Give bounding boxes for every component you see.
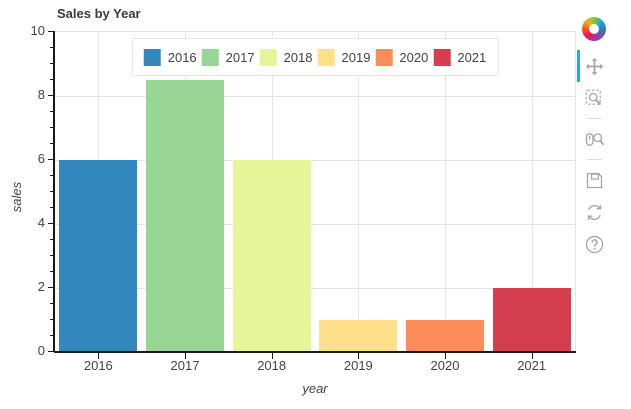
legend-label: 2020 — [399, 49, 429, 65]
plot-area[interactable] — [55, 31, 576, 352]
gridline-vertical — [445, 32, 446, 352]
save-icon — [586, 172, 602, 188]
bar-2020 — [406, 320, 484, 352]
legend-item-2020: 2020 — [375, 48, 429, 66]
gridline-horizontal — [55, 288, 575, 289]
y-major-tick — [48, 95, 54, 96]
y-major-tick — [48, 223, 54, 224]
gridline-horizontal — [55, 96, 575, 97]
y-tick-label: 2 — [37, 279, 45, 294]
legend-swatch-2020 — [375, 48, 393, 66]
bar-2019 — [319, 320, 398, 352]
legend: 2016 2017 2018 2019 2020 2021 — [131, 38, 499, 76]
x-axis-title: year — [302, 381, 328, 396]
wheel-zoom-icon — [585, 132, 604, 146]
legend-swatch-2017 — [201, 48, 219, 66]
y-minor-tick — [50, 319, 54, 320]
y-tick-label: 6 — [37, 151, 45, 166]
y-minor-tick — [50, 207, 54, 208]
bokeh-logo[interactable] — [582, 17, 606, 41]
x-tick-label: 2020 — [430, 358, 460, 373]
gridline-horizontal — [55, 224, 575, 225]
y-minor-tick — [50, 111, 54, 112]
y-axis-line — [53, 31, 55, 352]
legend-swatch-2019 — [317, 48, 335, 66]
gridline-vertical — [358, 32, 360, 352]
y-minor-tick — [50, 303, 54, 304]
toolbar-separator — [586, 159, 602, 160]
pan-icon — [585, 57, 603, 75]
legend-item-2019: 2019 — [317, 48, 371, 66]
bar-2021 — [492, 288, 571, 352]
toolbar-separator — [586, 118, 602, 119]
box-zoom-button[interactable] — [581, 85, 607, 111]
x-tick-label: 2016 — [83, 358, 113, 373]
pan-button[interactable] — [577, 50, 607, 82]
wheel-zoom-button[interactable] — [581, 126, 607, 152]
legend-label: 2017 — [225, 49, 255, 65]
box-zoom-icon — [585, 89, 601, 105]
y-minor-tick — [50, 255, 54, 256]
reset-icon — [587, 204, 601, 220]
y-minor-tick — [50, 271, 54, 272]
x-tick-label: 2019 — [343, 358, 373, 373]
legend-item-2018: 2018 — [259, 48, 313, 66]
bar-2016 — [59, 160, 138, 352]
save-button[interactable] — [581, 167, 607, 193]
legend-item-2016: 2016 — [143, 48, 197, 66]
legend-swatch-2018 — [259, 48, 277, 66]
legend-item-2017: 2017 — [201, 48, 255, 66]
bar-2017 — [146, 80, 224, 352]
x-tick-label: 2017 — [170, 358, 200, 373]
y-minor-tick — [50, 143, 54, 144]
x-major-tick — [185, 353, 186, 359]
y-minor-tick — [50, 239, 54, 240]
legend-label: 2021 — [457, 49, 487, 65]
toolbar — [577, 17, 609, 260]
y-minor-tick — [50, 63, 54, 64]
y-major-tick — [48, 351, 54, 352]
y-major-tick — [48, 287, 54, 288]
y-minor-tick — [50, 175, 54, 176]
y-tick-label: 8 — [37, 87, 45, 102]
chart-title: Sales by Year — [57, 6, 141, 21]
x-major-tick — [531, 353, 533, 359]
legend-swatch-2016 — [143, 48, 161, 66]
y-minor-tick — [50, 79, 54, 80]
y-tick-label: 10 — [30, 23, 45, 38]
y-minor-tick — [50, 335, 54, 336]
gridline-vertical — [531, 32, 533, 352]
y-major-tick — [48, 159, 54, 160]
y-tick-label: 4 — [37, 215, 45, 230]
y-major-tick — [48, 31, 54, 32]
y-minor-tick — [50, 47, 54, 48]
bar-2018 — [232, 160, 311, 352]
y-axis-title: sales — [9, 181, 24, 213]
help-icon — [585, 235, 603, 253]
x-major-tick — [271, 353, 273, 359]
y-minor-tick — [50, 191, 54, 192]
legend-label: 2018 — [283, 49, 313, 65]
legend-swatch-2021 — [433, 48, 451, 66]
gridline-horizontal — [55, 160, 575, 161]
x-axis-line — [54, 351, 576, 353]
x-major-tick — [445, 353, 446, 359]
y-tick-label: 0 — [37, 343, 45, 358]
x-major-tick — [358, 353, 360, 359]
legend-label: 2019 — [341, 49, 371, 65]
legend-item-2021: 2021 — [433, 48, 487, 66]
x-tick-label: 2018 — [257, 358, 287, 373]
reset-button[interactable] — [581, 199, 607, 225]
legend-label: 2016 — [167, 49, 197, 65]
x-tick-label: 2021 — [517, 358, 547, 373]
x-major-tick — [98, 353, 100, 359]
help-button[interactable] — [581, 231, 607, 257]
y-minor-tick — [50, 127, 54, 128]
